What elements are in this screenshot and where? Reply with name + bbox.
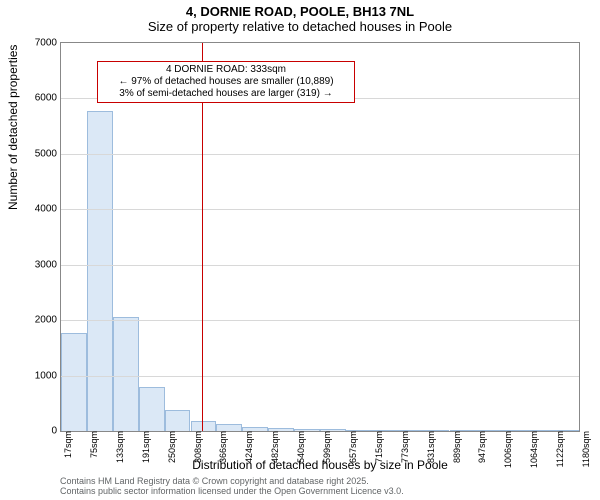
chart-title-line2: Size of property relative to detached ho… — [0, 19, 600, 36]
grid-line — [61, 209, 579, 210]
histogram-bar — [165, 410, 191, 431]
y-tick-label: 3000 — [35, 259, 61, 270]
x-axis-label: Distribution of detached houses by size … — [60, 458, 580, 472]
grid-line — [61, 154, 579, 155]
y-tick-label: 2000 — [35, 315, 61, 326]
annotation-box: 4 DORNIE ROAD: 333sqm← 97% of detached h… — [97, 61, 355, 103]
credits-block: Contains HM Land Registry data © Crown c… — [60, 476, 404, 497]
annotation-line: 4 DORNIE ROAD: 333sqm — [102, 64, 350, 76]
histogram-bar — [216, 424, 242, 431]
histogram-bar — [61, 333, 87, 431]
chart-container: 4, DORNIE ROAD, POOLE, BH13 7NL Size of … — [0, 0, 600, 500]
histogram-bar — [139, 387, 165, 431]
grid-line — [61, 320, 579, 321]
y-axis-label: Number of detached properties — [6, 45, 20, 210]
grid-line — [61, 265, 579, 266]
x-tick-label: 75sqm — [87, 431, 99, 458]
credit-line1: Contains HM Land Registry data © Crown c… — [60, 476, 404, 486]
x-tick-label: 17sqm — [61, 431, 73, 458]
y-tick-label: 7000 — [35, 38, 61, 49]
y-tick-label: 6000 — [35, 93, 61, 104]
histogram-bar — [87, 111, 113, 431]
y-tick-label: 4000 — [35, 204, 61, 215]
y-tick-label: 5000 — [35, 148, 61, 159]
grid-line — [61, 376, 579, 377]
credit-line2: Contains public sector information licen… — [60, 486, 404, 496]
histogram-bar — [113, 317, 139, 431]
x-tick-label: 1180sqm — [579, 431, 591, 467]
y-tick-label: 0 — [51, 426, 61, 437]
annotation-line: 3% of semi-detached houses are larger (3… — [102, 88, 350, 100]
annotation-line: ← 97% of detached houses are smaller (10… — [102, 76, 350, 88]
histogram-bar — [191, 421, 217, 431]
chart-title-line1: 4, DORNIE ROAD, POOLE, BH13 7NL — [0, 0, 600, 19]
y-tick-label: 1000 — [35, 370, 61, 381]
plot-area: 0100020003000400050006000700017sqm75sqm1… — [60, 42, 580, 432]
